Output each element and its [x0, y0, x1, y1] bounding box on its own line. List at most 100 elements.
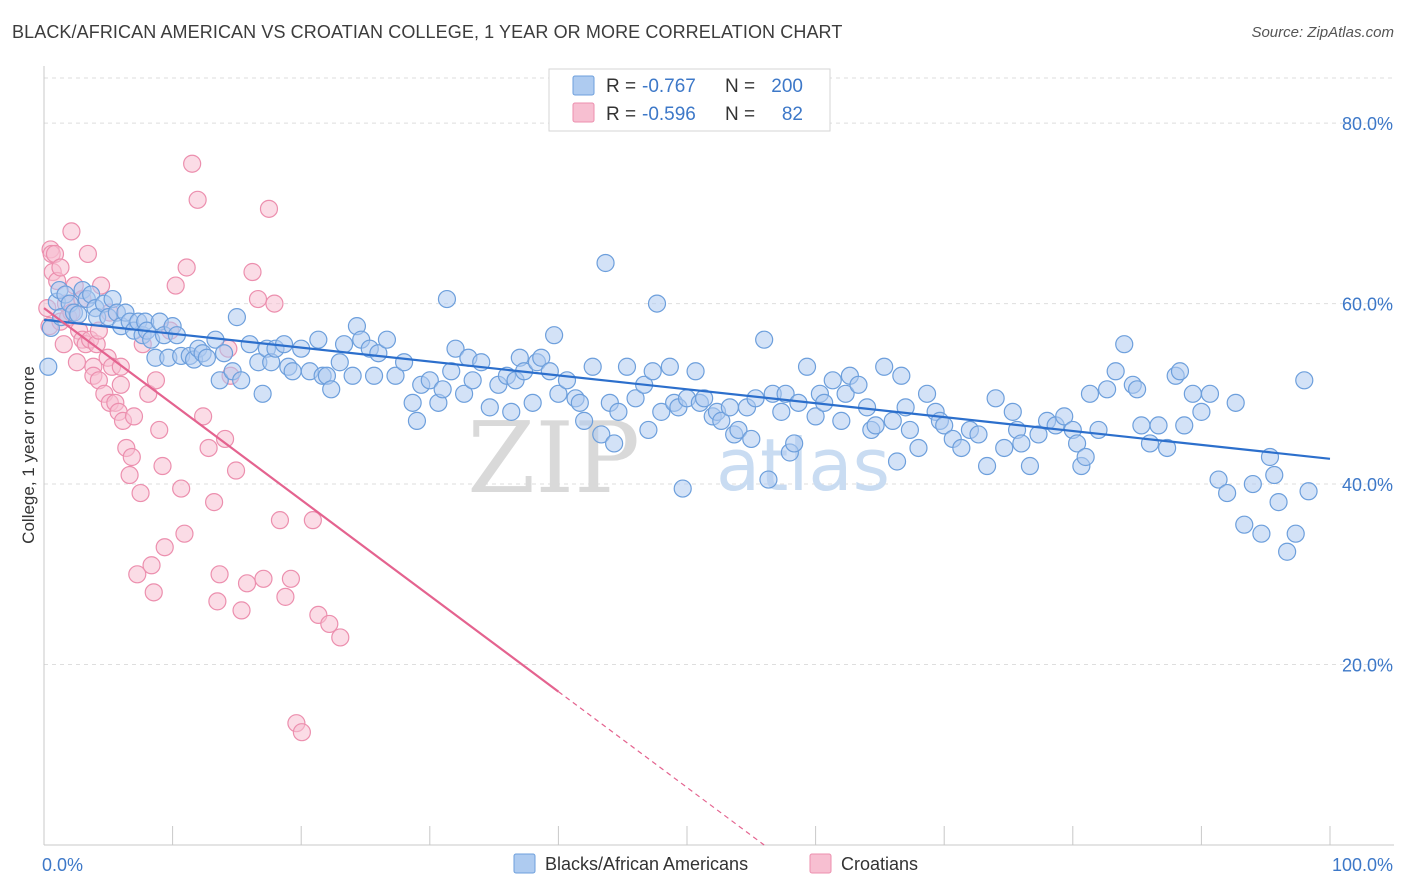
croatians-point-46	[142, 556, 161, 575]
croatians-point-35	[111, 375, 130, 394]
legend-r-label-pink: R =	[606, 104, 636, 125]
croatians-point-51	[155, 538, 174, 557]
blacks-point-184	[1106, 362, 1125, 381]
blacks-point-129	[742, 429, 761, 449]
series-legend-swatch-blue	[513, 853, 536, 874]
blacks-point-101	[583, 357, 602, 376]
blacks-point-190	[1149, 416, 1168, 435]
croatians-point-40	[122, 447, 141, 467]
y-tick-label-0: 20.0%	[1342, 656, 1393, 676]
croatians-point-15	[67, 353, 87, 372]
blacks-point-8	[69, 305, 88, 324]
blacks-point-137	[785, 434, 804, 453]
y-tick-labels: 20.0% 40.0% 60.0% 80.0%	[1342, 114, 1393, 675]
blacks-point-182	[1089, 420, 1108, 440]
blacks-point-82	[463, 371, 482, 390]
blacks-point-117	[673, 479, 692, 498]
croatians-point-70	[243, 262, 262, 282]
blacks-point-91	[523, 393, 542, 412]
blacks-point-41	[214, 344, 234, 363]
blacks-point-102	[592, 425, 611, 444]
blacks-point-163	[952, 438, 971, 458]
blacks-point-66	[364, 366, 384, 385]
blacks-point-125	[720, 398, 739, 417]
blacks-point-71	[403, 393, 422, 412]
watermark-zip: ZIP	[467, 402, 640, 516]
legend-swatch-pink	[572, 102, 595, 123]
croatians-point-83	[331, 628, 350, 647]
series-legend-label-pink: Croatians	[841, 854, 918, 874]
blacks-point-210	[1299, 482, 1318, 501]
croatians-point-72	[254, 569, 273, 588]
blacks-point-62	[343, 366, 362, 385]
blacks-point-171	[1012, 434, 1031, 453]
legend-r-label-blue: R =	[606, 76, 636, 97]
croatians-point-47	[144, 583, 163, 602]
blacks-point-147	[849, 375, 868, 394]
blacks-point-61	[334, 335, 354, 354]
blacks-point-172	[1020, 456, 1040, 476]
blacks-point-158	[917, 384, 937, 403]
blacks-point-157	[909, 438, 928, 458]
blacks-point-151	[875, 357, 894, 376]
blacks-point-139	[797, 357, 817, 376]
croatians-point-61	[204, 493, 224, 512]
blacks-point-105	[605, 434, 624, 453]
axes	[43, 66, 1394, 846]
croatians-point-71	[248, 289, 268, 309]
croatians-point-74	[265, 294, 284, 313]
legend-n-label-pink: N =	[725, 104, 755, 125]
blacks-point-103	[596, 253, 615, 273]
legend-n-value-pink: 82	[782, 104, 803, 125]
blacks-point-121	[695, 389, 714, 408]
x-tick-label-1: 100.0%	[1332, 855, 1393, 875]
croatians-point-9	[54, 335, 73, 354]
series-legend-label-blue: Blacks/African Americans	[545, 854, 748, 874]
blacks-point-205	[1265, 465, 1284, 485]
legend-n-value-blue: 200	[771, 76, 803, 97]
blacks-point-166	[977, 456, 997, 476]
blacks-point-60	[330, 353, 349, 372]
blacks-point-178	[1067, 434, 1087, 453]
blacks-point-196	[1192, 402, 1211, 421]
blacks-point-40	[210, 371, 229, 390]
croatians-point-42	[128, 565, 147, 584]
blacks-point-96	[549, 384, 568, 403]
blacks-point-127	[729, 420, 748, 440]
legend-box	[548, 68, 831, 132]
blacks-point-112	[647, 294, 667, 313]
blacks-point-47	[253, 384, 272, 403]
croatians-point-50	[153, 456, 172, 476]
blacks-point-145	[836, 384, 855, 403]
croatians-point-67	[226, 461, 246, 480]
croatians-trend-line	[43, 307, 560, 693]
blacks-point-194	[1175, 416, 1194, 435]
blacks-point-165	[969, 425, 988, 444]
croatians-point-55	[175, 524, 194, 543]
blacks-point-207	[1278, 542, 1297, 561]
legend-r-value-pink: -0.596	[642, 104, 696, 125]
blacks-point-100	[575, 411, 594, 430]
blacks-point-150	[866, 416, 885, 435]
blacks-point-53	[283, 362, 302, 381]
blacks-point-70	[394, 353, 414, 372]
croatians-point-80	[303, 511, 322, 530]
croatians-point-49	[150, 420, 169, 440]
blacks-point-144	[832, 411, 851, 430]
blacks-point-191	[1158, 438, 1177, 458]
blacks-point-111	[643, 362, 662, 381]
blacks-point-140	[806, 407, 825, 426]
blacks-point-131	[755, 330, 774, 349]
blacks-point-45	[240, 335, 259, 354]
croatians-point-48	[146, 371, 166, 390]
blacks-point-180	[1076, 447, 1095, 467]
blacks-point-135	[776, 384, 795, 403]
legend-r-value-blue: -0.767	[642, 76, 696, 97]
blacks-point-189	[1140, 434, 1160, 453]
blacks-point-143	[823, 371, 842, 390]
blacks-point-198	[1209, 470, 1228, 489]
blacks-point-119	[686, 362, 705, 381]
croatians-point-54	[172, 479, 191, 498]
blacks-point-188	[1132, 416, 1151, 435]
